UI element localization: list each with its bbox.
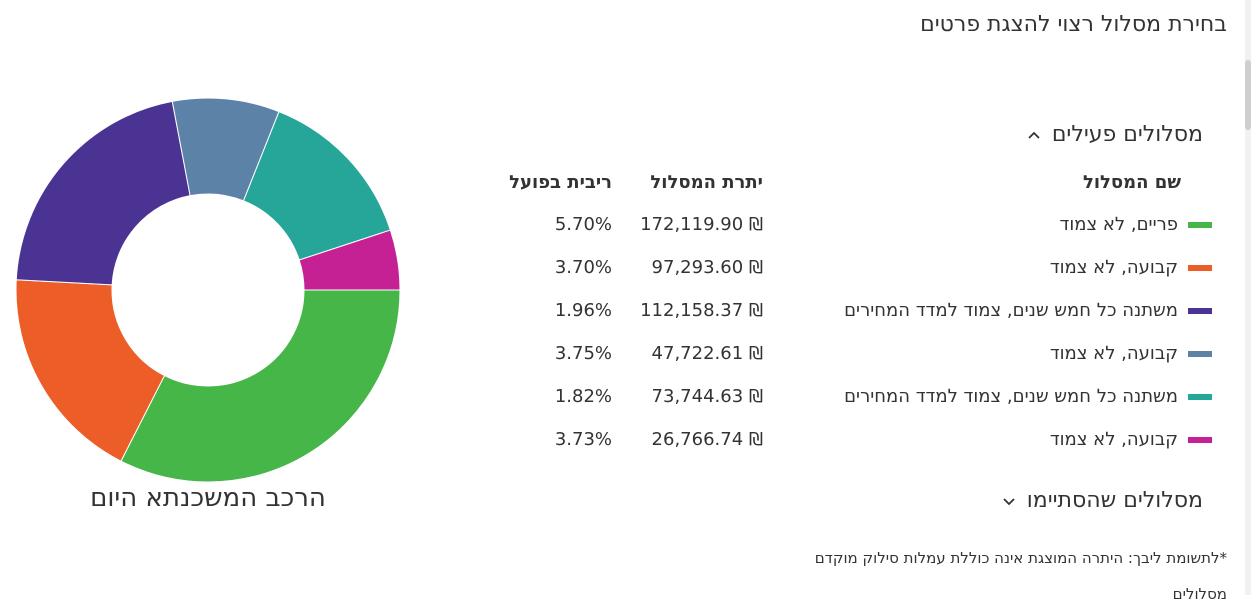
route-name: קבועה, לא צמוד: [1049, 343, 1178, 364]
route-name: קבועה, לא צמוד: [1049, 257, 1178, 278]
route-name-cell: קבועה, לא צמוד: [1050, 257, 1212, 278]
route-rate: 1.82%: [554, 386, 612, 407]
route-name-cell: משתנה כל חמש שנים, צמוד למדד המחירים: [844, 300, 1212, 321]
balance-disclaimer-note: *לתשומת ליבך: היתרה המוצגת אינה כוללת עמ…: [814, 549, 1227, 603]
route-balance: 172,119.90 ₪: [640, 214, 763, 235]
page-title: בחירת מסלול רצוי להצגת פרטים: [920, 12, 1227, 37]
donut-slice-3[interactable]: [15, 100, 191, 286]
route-balance: 47,722.61 ₪: [651, 343, 763, 364]
route-rate: 3.73%: [554, 429, 612, 450]
legend-swatch: [1188, 264, 1212, 271]
donut-slice-2[interactable]: [15, 279, 166, 462]
route-balance: 112,158.37 ₪: [640, 300, 763, 321]
table-row[interactable]: קבועה, לא צמוד 26,766.74 ₪ 3.73%: [0, 429, 1251, 459]
legend-swatch: [1188, 436, 1212, 443]
route-name: משתנה כל חמש שנים, צמוד למדד המחירים: [844, 300, 1178, 321]
table-row[interactable]: קבועה, לא צמוד 97,293.60 ₪ 3.70%: [0, 257, 1251, 287]
route-rate: 5.70%: [554, 214, 612, 235]
page-scrollbar[interactable]: [1245, 0, 1251, 595]
donut-slice-1[interactable]: [120, 289, 401, 483]
column-header-rate: ריבית בפועל: [509, 172, 612, 193]
chevron-down-icon: [1003, 497, 1015, 505]
route-name-cell: קבועה, לא צמוד: [1050, 343, 1212, 364]
donut-chart-svg: [15, 97, 401, 483]
route-rate: 3.70%: [554, 257, 612, 278]
route-name-cell: קבועה, לא צמוד: [1050, 429, 1212, 450]
column-header-balance: יתרת המסלול: [650, 172, 763, 193]
table-row[interactable]: קבועה, לא צמוד 47,722.61 ₪ 3.75%: [0, 343, 1251, 373]
route-balance: 97,293.60 ₪: [651, 257, 763, 278]
route-name-cell: משתנה כל חמש שנים, צמוד למדד המחירים: [844, 386, 1212, 407]
finished-routes-toggle[interactable]: מסלולים שהסתיימו: [999, 488, 1203, 513]
active-routes-toggle[interactable]: מסלולים פעילים: [1024, 122, 1203, 147]
route-rate: 1.96%: [554, 300, 612, 321]
scrollbar-thumb[interactable]: [1245, 60, 1251, 130]
route-rate: 3.75%: [554, 343, 612, 364]
legend-swatch: [1188, 393, 1212, 400]
route-name: פריים, לא צמוד: [1059, 214, 1178, 235]
route-name-cell: פריים, לא צמוד: [1060, 214, 1212, 235]
donut-slice-6[interactable]: [298, 229, 401, 291]
mortgage-composition-chart: [0, 80, 420, 510]
table-row[interactable]: פריים, לא צמוד 172,119.90 ₪ 5.70%: [0, 214, 1251, 244]
chevron-up-icon: [1028, 131, 1040, 139]
chart-title: הרכב המשכנתא היום: [90, 483, 326, 513]
table-row[interactable]: משתנה כל חמש שנים, צמוד למדד המחירים 73,7…: [0, 386, 1251, 416]
finished-routes-title: מסלולים שהסתיימו: [1026, 488, 1203, 513]
route-name: קבועה, לא צמוד: [1049, 429, 1178, 450]
table-row[interactable]: משתנה כל חמש שנים, צמוד למדד המחירים 112,…: [0, 300, 1251, 330]
route-name: משתנה כל חמש שנים, צמוד למדד המחירים: [844, 386, 1178, 407]
route-balance: 26,766.74 ₪: [651, 429, 763, 450]
legend-swatch: [1188, 221, 1212, 228]
legend-swatch: [1188, 350, 1212, 357]
column-header-name: שם המסלול: [1082, 172, 1181, 193]
active-routes-title: מסלולים פעילים: [1051, 122, 1203, 147]
route-balance: 73,744.63 ₪: [651, 386, 763, 407]
legend-swatch: [1188, 307, 1212, 314]
